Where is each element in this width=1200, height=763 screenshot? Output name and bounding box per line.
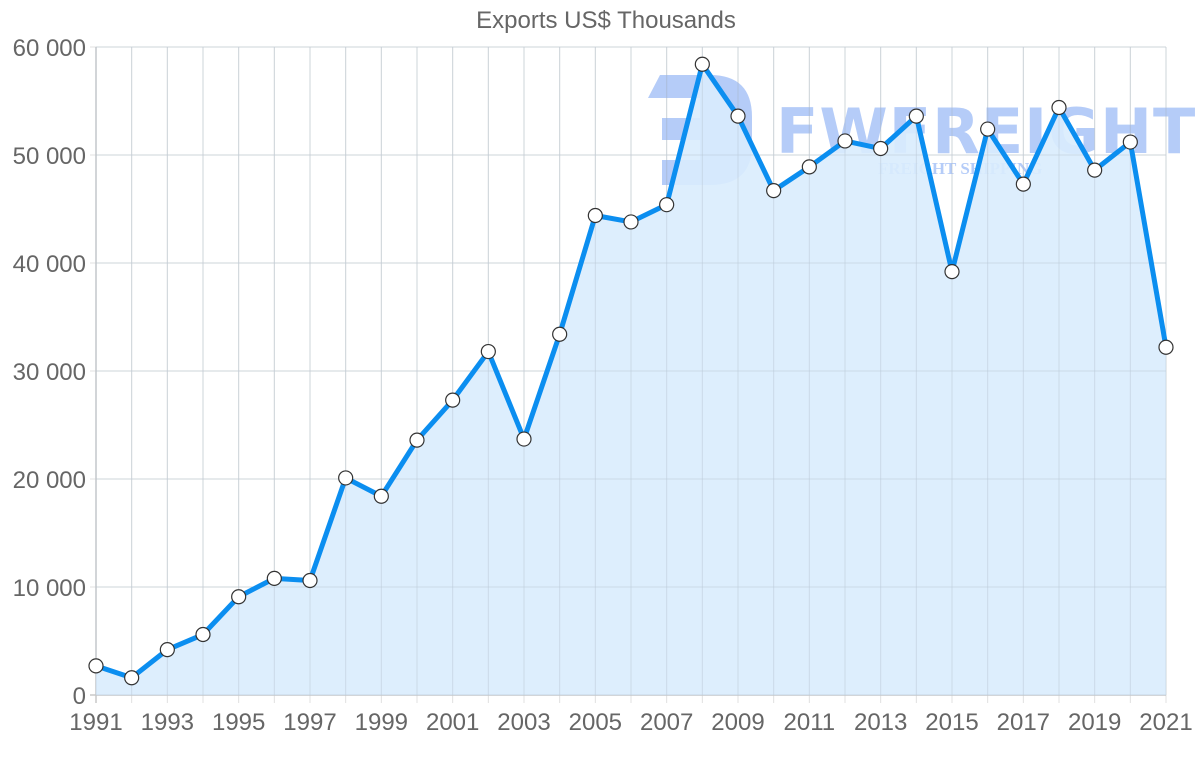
data-point-2008[interactable] (694, 56, 710, 72)
data-point-2010[interactable] (766, 183, 782, 199)
y-tick-label: 50 000 (13, 143, 86, 170)
x-tick-label: 2021 (1139, 709, 1192, 736)
x-tick-label: 2019 (1068, 709, 1121, 736)
data-point-1993[interactable] (159, 642, 175, 658)
data-point-2018[interactable] (1051, 99, 1067, 116)
data-point-1992[interactable] (124, 670, 140, 686)
y-tick-label: 20 000 (13, 467, 86, 494)
data-point-2020[interactable] (1122, 134, 1138, 150)
data-point-1995[interactable] (231, 589, 247, 605)
x-tick-label: 2003 (497, 709, 550, 736)
data-point-2005[interactable] (587, 207, 603, 224)
x-tick-label: 2011 (784, 709, 836, 736)
data-point-2000[interactable] (409, 432, 425, 448)
x-tick-label: 1999 (355, 709, 408, 736)
x-tick-label: 2007 (640, 709, 693, 736)
data-point-1997[interactable] (302, 572, 318, 589)
x-tick-label: 2005 (569, 709, 622, 736)
area-fill (96, 64, 1166, 695)
data-point-1994[interactable] (195, 626, 211, 643)
data-point-2011[interactable] (801, 159, 817, 175)
data-point-1999[interactable] (373, 488, 389, 504)
y-tick-label: 60 000 (13, 35, 86, 62)
x-tick-label: 1991 (69, 709, 122, 736)
x-tick-label: 1993 (141, 709, 194, 736)
data-point-2009[interactable] (730, 108, 746, 124)
data-point-1998[interactable] (338, 470, 354, 486)
data-point-2013[interactable] (873, 140, 889, 157)
data-point-2014[interactable] (908, 108, 924, 124)
data-point-2001[interactable] (445, 392, 461, 408)
data-point-2021[interactable] (1158, 339, 1174, 355)
data-markers (88, 56, 1174, 686)
y-tick-label: 0 (73, 683, 86, 710)
x-tick-label: 1997 (283, 709, 336, 736)
chart-title: Exports US$ Thousands (476, 7, 736, 34)
data-point-2012[interactable] (837, 133, 853, 149)
x-axis: 1991 1993 1995 1997 1999 2001 2003 2005 2007 2009… (69, 709, 1192, 736)
x-tick-label: 2015 (925, 709, 978, 736)
y-tick-label: 10 000 (13, 575, 86, 602)
x-tick-label: 2001 (426, 709, 479, 736)
data-point-2019[interactable] (1087, 162, 1103, 178)
y-tick-label: 40 000 (13, 251, 86, 278)
x-tick-label: 2009 (711, 709, 764, 736)
data-point-2003[interactable] (516, 431, 532, 447)
x-tick-label: 2013 (854, 709, 907, 736)
data-point-1991[interactable] (88, 658, 104, 674)
x-tick-label: 2017 (997, 709, 1050, 736)
data-point-2004[interactable] (552, 326, 568, 342)
y-axis: 0 10 000 20 000 30 000 40 000 50 000 60 000 (13, 35, 86, 710)
data-point-2015[interactable] (944, 264, 960, 280)
grid-lines-over (95, 46, 1167, 696)
data-point-1996[interactable] (266, 570, 282, 586)
data-point-2017[interactable] (1015, 176, 1031, 192)
data-point-2006[interactable] (623, 214, 639, 230)
y-tick-label: 30 000 (13, 359, 86, 386)
data-point-2002[interactable] (480, 343, 496, 360)
data-point-2016[interactable] (980, 121, 996, 137)
data-point-2007[interactable] (659, 197, 675, 213)
x-tick-label: 1995 (212, 709, 265, 736)
